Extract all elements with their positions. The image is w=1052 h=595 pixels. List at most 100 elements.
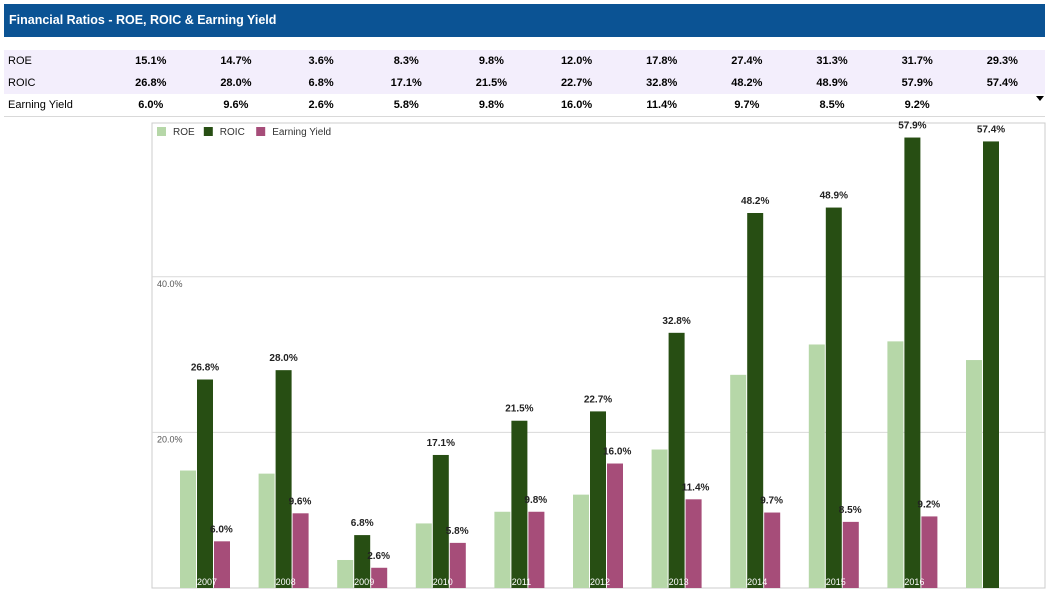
table-cell: 14.7%	[193, 50, 279, 72]
bar-roe	[337, 559, 354, 588]
bar-earning-yield	[214, 541, 230, 588]
x-tick-label: 2010	[433, 577, 453, 587]
table-cell: 5.8%	[393, 99, 419, 111]
row-label: ROIC	[4, 72, 109, 94]
x-tick-label: 2011	[512, 577, 531, 587]
row-label: Earning Yield	[8, 99, 73, 111]
table-cell: 48.9%	[789, 72, 875, 94]
legend-entry: Earning Yield	[272, 127, 331, 138]
table-cell: 16.0%	[560, 99, 593, 111]
bar-roe	[573, 494, 589, 588]
bar-roic	[904, 137, 921, 588]
table-cell: 6.8%	[278, 72, 364, 94]
data-label: 6.8%	[351, 518, 374, 529]
data-label: 8.5%	[839, 505, 862, 516]
table-cell: 15.1%	[108, 50, 194, 72]
table-cell: 57.4%	[959, 72, 1045, 94]
data-label: 28.0%	[269, 353, 297, 364]
table-cell: 12.0%	[533, 50, 620, 72]
bar-roic	[590, 411, 606, 588]
x-tick-label: 2007	[197, 577, 217, 587]
table-cell: 17.1%	[363, 72, 449, 94]
data-label: 48.2%	[741, 196, 769, 207]
data-label: 9.2%	[917, 499, 940, 510]
data-label: 9.6%	[289, 496, 312, 507]
table-cell: 29.3%	[959, 50, 1045, 72]
legend-swatch	[256, 127, 266, 136]
data-label: 6.0%	[210, 524, 233, 535]
bar-roic	[668, 332, 685, 588]
table-cell: 22.7%	[533, 72, 620, 94]
x-tick-label: 2008	[276, 577, 296, 587]
table-cell: 2.6%	[308, 99, 334, 111]
table-cell: 31.7%	[874, 50, 960, 72]
table-cell: 3.6%	[278, 50, 364, 72]
x-tick-label: 2016	[904, 577, 924, 587]
table-cell: 9.6%	[223, 99, 249, 111]
data-label: 2.6%	[367, 551, 390, 562]
legend-entry: ROIC	[220, 127, 245, 138]
data-label: 32.8%	[662, 316, 690, 327]
bar-earning-yield	[607, 463, 623, 588]
table-cell: 9.8%	[448, 50, 534, 72]
bar-earning-yield	[528, 511, 545, 588]
row-label: ROE	[4, 50, 109, 72]
table-cell: 8.5%	[819, 99, 845, 111]
data-label: 9.7%	[760, 496, 783, 507]
table-cell: 11.4%	[646, 99, 677, 111]
table-cell: 27.4%	[704, 50, 790, 72]
bar-roic	[511, 420, 528, 588]
bar-roe	[887, 341, 904, 588]
y-tick-label: 40.0%	[157, 279, 183, 289]
table-cell: 6.0%	[138, 99, 164, 111]
data-label: 26.8%	[191, 362, 219, 373]
bar-roic	[432, 454, 449, 588]
data-label: 22.7%	[584, 394, 612, 405]
table-cell: 9.8%	[478, 99, 504, 111]
bar-roe	[180, 470, 196, 588]
data-label: 21.5%	[505, 404, 533, 415]
dropdown-arrow-icon[interactable]	[1036, 96, 1044, 101]
table-cell: 26.8%	[108, 72, 194, 94]
bar-roe	[258, 473, 275, 588]
table-cell: 28.0%	[193, 72, 279, 94]
bar-roe	[808, 344, 825, 588]
bar-roe	[966, 360, 982, 588]
data-label: 48.9%	[820, 191, 848, 202]
table-row: ROIC 26.8% 28.0% 6.8% 17.1% 21.5% 22.7% 32.8% 48…	[4, 72, 1045, 94]
bar-roic	[983, 141, 999, 589]
table-row: Earning Yield 6.0% 9.6% 2.6% 5.8% 9.8% 16.0% 11…	[4, 94, 1045, 116]
x-tick-label: 2015	[826, 577, 846, 587]
table-cell: 57.9%	[874, 72, 960, 94]
bar-earning-yield	[685, 499, 702, 588]
bar-roe	[494, 511, 511, 588]
bar-roic	[747, 213, 764, 588]
table-cell: 21.5%	[448, 72, 534, 94]
legend-swatch	[203, 127, 213, 136]
ratios-table: ROE 15.1% 14.7% 3.6% 8.3% 9.8% 12.0% 17.8% 27.4%…	[4, 50, 1045, 116]
table-row: ROE 15.1% 14.7% 3.6% 8.3% 9.8% 12.0% 17.8% 27.4%…	[4, 50, 1045, 72]
bar-roe	[415, 523, 432, 588]
table-cell: 9.7%	[734, 99, 760, 111]
data-label: 11.4%	[682, 482, 710, 493]
bar-earning-yield	[764, 512, 781, 588]
bar-earning-yield	[842, 521, 859, 588]
bar-earning-yield	[449, 542, 466, 588]
data-label: 17.1%	[427, 438, 455, 449]
table-cell: 48.2%	[704, 72, 790, 94]
x-tick-label: 2009	[354, 577, 374, 587]
bar-earning-yield	[292, 513, 309, 588]
bar-earning-yield	[371, 567, 388, 588]
bar-roic	[197, 379, 213, 588]
x-tick-label: 2014	[747, 577, 767, 587]
table-cell: 8.3%	[363, 50, 449, 72]
legend-entry: ROE	[173, 127, 195, 138]
bar-roe	[651, 449, 668, 588]
legend-swatch	[157, 127, 166, 136]
bar-roic	[825, 207, 842, 589]
chart-title-bar: Financial Ratios - ROE, ROIC & Earning Y…	[4, 4, 1045, 37]
data-label: 5.8%	[446, 526, 469, 537]
data-label: 9.8%	[524, 495, 547, 506]
x-tick-label: 2013	[669, 577, 689, 587]
